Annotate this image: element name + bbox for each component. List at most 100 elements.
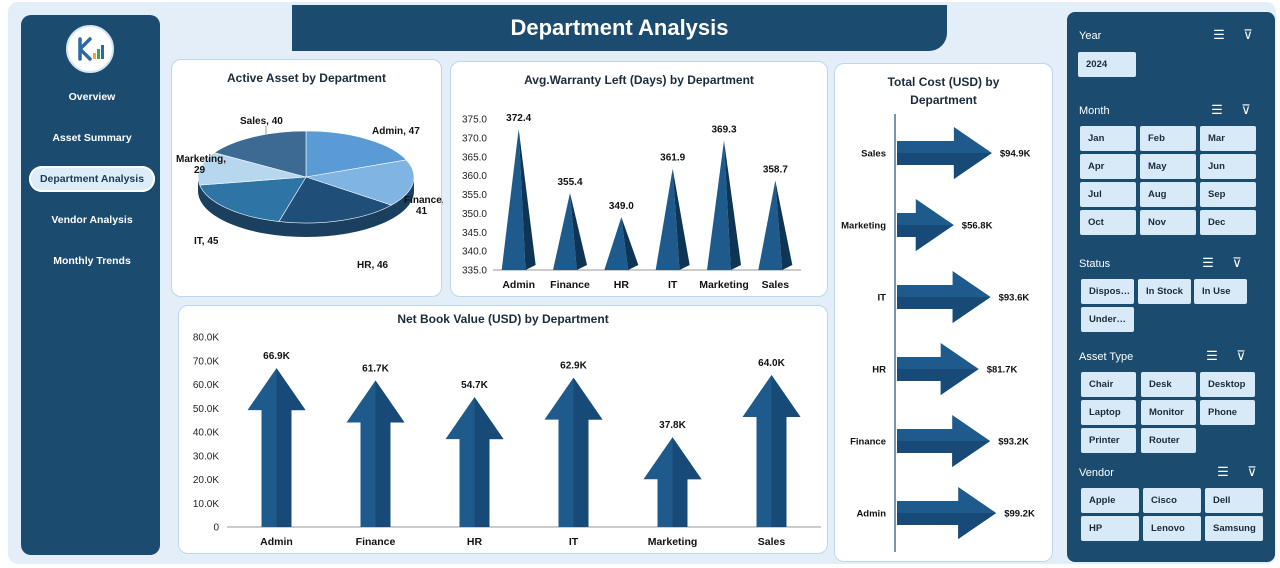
net-book-ytick: 70.0K bbox=[193, 356, 219, 367]
filter-month-jan[interactable]: Jan bbox=[1080, 126, 1136, 151]
filter-vendor-cisco[interactable]: Cisco bbox=[1143, 488, 1201, 513]
filter-month-jun[interactable]: Jun bbox=[1200, 154, 1256, 179]
filter-vendor-dell[interactable]: Dell bbox=[1205, 488, 1263, 513]
warranty-bar-sales bbox=[758, 180, 793, 270]
total-cost-arrow-finance bbox=[897, 415, 991, 467]
active-asset-chart-card: Active Asset by Department Sales, 40 Adm… bbox=[171, 59, 443, 297]
active-asset-chart-title: Active Asset by Department bbox=[227, 71, 386, 85]
multi-select-icon[interactable]: ☰ bbox=[1206, 348, 1218, 363]
warranty-chart: 375.0 370.0 365.0 360.0 355.0 350.0 345.0 340.0… bbox=[462, 113, 801, 291]
net-book-arrow-admin bbox=[247, 368, 306, 527]
filter-status-in-use[interactable]: In Use bbox=[1194, 279, 1247, 304]
total-cost-value-label: $56.8K bbox=[962, 221, 993, 232]
filter-asset-printer[interactable]: Printer bbox=[1081, 428, 1136, 453]
total-cost-category-label: IT bbox=[878, 293, 887, 304]
total-cost-value-label: $93.6K bbox=[999, 293, 1030, 304]
net-book-chart-title: Net Book Value (USD) by Department bbox=[397, 312, 609, 326]
filter-month-oct[interactable]: Oct bbox=[1080, 210, 1136, 235]
filter-status-under[interactable]: Under… bbox=[1081, 307, 1134, 332]
warranty-value-label: 372.4 bbox=[506, 113, 531, 124]
filter-asset-monitor[interactable]: Monitor bbox=[1141, 400, 1196, 425]
multi-select-icon[interactable]: ☰ bbox=[1211, 102, 1223, 117]
filter-status-disposed[interactable]: Dispos… bbox=[1081, 279, 1134, 304]
company-logo bbox=[66, 25, 114, 73]
filter-asset-chair[interactable]: Chair bbox=[1081, 372, 1136, 397]
filter-asset-desk[interactable]: Desk bbox=[1141, 372, 1196, 397]
net-book-ytick: 0 bbox=[213, 523, 219, 534]
pie-label-it: IT, 45 bbox=[194, 236, 219, 247]
warranty-ytick: 375.0 bbox=[462, 115, 487, 126]
pie-label-admin: Admin, 47 bbox=[372, 126, 420, 137]
filter-asset-laptop[interactable]: Laptop bbox=[1081, 400, 1136, 425]
net-book-category-label: IT bbox=[569, 536, 579, 548]
total-cost-chart: Sales $94.9K Marketing $56.8K IT $93.6K HR $81.… bbox=[841, 114, 1035, 552]
filter-vendor-samsung[interactable]: Samsung bbox=[1205, 516, 1263, 541]
sidebar: Overview Asset Summary Department Analys… bbox=[21, 15, 160, 555]
pie-slice-sales bbox=[213, 130, 307, 178]
net-book-category-label: Marketing bbox=[648, 536, 698, 548]
filter-asset-desktop[interactable]: Desktop bbox=[1200, 372, 1255, 397]
filter-asset-phone[interactable]: Phone bbox=[1200, 400, 1255, 425]
filter-month-apr[interactable]: Apr bbox=[1080, 154, 1136, 179]
warranty-ytick: 350.0 bbox=[462, 209, 487, 220]
page-title: Department Analysis bbox=[292, 5, 947, 51]
filter-month-label: Month bbox=[1079, 105, 1110, 117]
clear-filter-icon[interactable]: ⊽ bbox=[1236, 348, 1246, 363]
warranty-value-label: 358.7 bbox=[763, 165, 788, 176]
total-cost-value-label: $94.9K bbox=[1000, 149, 1031, 160]
filter-status-in-stock[interactable]: In Stock bbox=[1138, 279, 1191, 304]
filter-vendor-hp[interactable]: HP bbox=[1081, 516, 1139, 541]
warranty-category-label: Marketing bbox=[699, 279, 749, 291]
clear-filter-icon[interactable]: ⊽ bbox=[1247, 464, 1257, 479]
warranty-ytick: 335.0 bbox=[462, 266, 487, 277]
filter-month-dec[interactable]: Dec bbox=[1200, 210, 1256, 235]
net-book-chart: 80.0K 70.0K 60.0K 50.0K 40.0K 30.0K 20.0K 10.0K… bbox=[193, 333, 821, 548]
nav-vendor-analysis[interactable]: Vendor Analysis bbox=[51, 214, 133, 226]
filter-asset-router[interactable]: Router bbox=[1141, 428, 1196, 453]
warranty-ytick: 360.0 bbox=[462, 171, 487, 182]
warranty-value-label: 361.9 bbox=[660, 152, 685, 163]
nav-overview[interactable]: Overview bbox=[68, 91, 116, 103]
clear-filter-icon[interactable]: ⊽ bbox=[1232, 255, 1242, 270]
net-book-value-label: 64.0K bbox=[758, 358, 785, 369]
multi-select-icon[interactable]: ☰ bbox=[1217, 464, 1229, 479]
filter-month-jul[interactable]: Jul bbox=[1080, 182, 1136, 207]
clear-filter-icon[interactable]: ⊽ bbox=[1243, 27, 1253, 42]
net-book-value-label: 61.7K bbox=[362, 363, 389, 374]
filter-month-sep[interactable]: Sep bbox=[1200, 182, 1256, 207]
net-book-value-label: 54.7K bbox=[461, 380, 488, 391]
nav-department-analysis[interactable]: Department Analysis bbox=[29, 166, 155, 192]
total-cost-arrow-it bbox=[897, 271, 991, 323]
net-book-category-label: Sales bbox=[758, 536, 786, 548]
net-book-category-label: HR bbox=[467, 536, 483, 548]
pie-slice-it bbox=[199, 176, 307, 222]
warranty-bar-it bbox=[655, 168, 690, 270]
net-book-value-label: 62.9K bbox=[560, 361, 587, 372]
warranty-bar-admin bbox=[501, 128, 536, 270]
pie-label-finance: Finance, bbox=[404, 195, 443, 206]
warranty-chart-title: Avg.Warranty Left (Days) by Department bbox=[524, 73, 754, 87]
filter-month-feb[interactable]: Feb bbox=[1140, 126, 1196, 151]
net-book-value-label: 37.8K bbox=[659, 420, 686, 431]
filter-vendor-lenovo[interactable]: Lenovo bbox=[1143, 516, 1201, 541]
pie-slice-admin bbox=[305, 130, 407, 178]
filter-vendor-label: Vendor bbox=[1079, 467, 1114, 479]
multi-select-icon[interactable]: ☰ bbox=[1202, 255, 1214, 270]
total-cost-category-label: Finance bbox=[850, 437, 886, 448]
warranty-chart-card: Avg.Warranty Left (Days) by Department 3… bbox=[450, 61, 828, 297]
filter-month-may[interactable]: May bbox=[1140, 154, 1196, 179]
clear-filter-icon[interactable]: ⊽ bbox=[1241, 102, 1251, 117]
net-book-arrow-sales bbox=[742, 375, 801, 527]
filter-year-2024[interactable]: 2024 bbox=[1078, 52, 1136, 77]
filter-month-nov[interactable]: Nov bbox=[1140, 210, 1196, 235]
nav-asset-summary[interactable]: Asset Summary bbox=[52, 132, 132, 144]
warranty-category-label: Finance bbox=[550, 279, 590, 291]
filter-month-aug[interactable]: Aug bbox=[1140, 182, 1196, 207]
filter-month-mar[interactable]: Mar bbox=[1200, 126, 1256, 151]
multi-select-icon[interactable]: ☰ bbox=[1213, 27, 1225, 42]
filter-vendor-apple[interactable]: Apple bbox=[1081, 488, 1139, 513]
nav-monthly-trends[interactable]: Monthly Trends bbox=[53, 255, 131, 267]
warranty-ytick: 340.0 bbox=[462, 247, 487, 258]
total-cost-arrow-admin bbox=[897, 487, 997, 539]
pie-slice-marketing bbox=[197, 152, 307, 186]
